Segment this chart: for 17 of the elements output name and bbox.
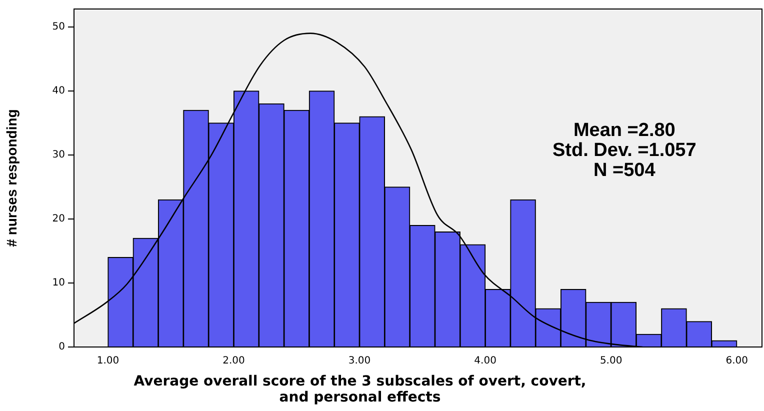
x-tick-label: 4.00: [474, 356, 496, 367]
y-tick-label: 40: [52, 86, 65, 97]
x-tick-label: 2.00: [222, 356, 245, 367]
y-tick-label: 30: [52, 150, 65, 161]
x-tick-label: 5.00: [600, 356, 622, 367]
y-axis-title: # nurses responding: [3, 109, 20, 247]
x-tick-label: 1.00: [96, 356, 120, 367]
x-tick-label: 3.00: [348, 356, 371, 367]
annotation: N =504: [594, 160, 656, 181]
annotation: Std. Dev. =1.057: [552, 140, 696, 161]
y-tick-label: 10: [52, 278, 65, 289]
annotation: Mean =2.80: [573, 120, 676, 141]
x-tick-label: 6.00: [726, 356, 748, 367]
y-tick-label: 20: [52, 214, 65, 225]
y-tick-label: 50: [52, 22, 65, 33]
y-tick-label: 0: [58, 342, 65, 353]
x-axis-title: Average overall score of the 3 subscales of overt, covert, and personal effects: [134, 374, 586, 406]
